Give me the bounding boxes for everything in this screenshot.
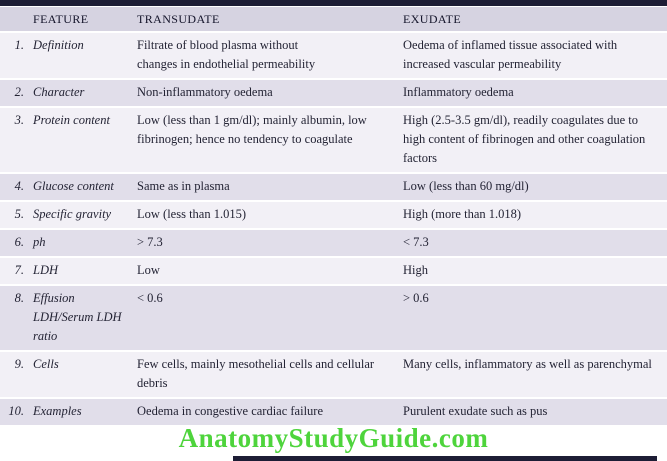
table-header-row: FEATURE TRANSUDATE EXUDATE <box>0 7 667 33</box>
exudate-cell: Purulent exudate such as pus <box>403 404 548 418</box>
feature-cell: Glucose content <box>33 179 114 193</box>
table-row: 10. Examples Oedema in congestive cardia… <box>0 399 667 427</box>
transudate-cell: Oedema in congestive cardiac failure <box>137 404 324 418</box>
row-number: 7. <box>14 263 24 277</box>
transudate-cell: Non-inflammatory oedema <box>137 85 273 99</box>
top-border-bar <box>0 0 667 6</box>
table-row: 1. Definition Filtrate of blood plasma w… <box>0 33 667 80</box>
row-number: 3. <box>14 113 24 127</box>
header-feature: FEATURE <box>33 12 89 26</box>
table-row: 2. Character Non-inflammatory oedema Inf… <box>0 80 667 108</box>
header-spacer <box>0 12 33 27</box>
feature-cell: Specific gravity <box>33 207 112 221</box>
transudate-cell: Filtrate of blood plasma without changes… <box>137 38 316 71</box>
transudate-cell: < 0.6 <box>137 291 163 305</box>
table-row: 8. Effusion LDH/Serum LDH ratio < 0.6 > … <box>0 286 667 352</box>
exudate-cell: < 7.3 <box>403 235 429 249</box>
row-number: 4. <box>14 179 24 193</box>
feature-cell: LDH <box>33 263 59 277</box>
exudate-cell: High (more than 1.018) <box>403 207 522 221</box>
exudate-cell: High (2.5-3.5 gm/dl), readily coagulates… <box>403 113 646 165</box>
row-number: 9. <box>14 357 24 371</box>
transudate-cell: > 7.3 <box>137 235 163 249</box>
row-number: 6. <box>14 235 24 249</box>
header-exudate: EXUDATE <box>403 12 462 26</box>
table-row: 7. LDH Low High <box>0 258 667 286</box>
comparison-table: FEATURE TRANSUDATE EXUDATE 1. Definition… <box>0 7 667 427</box>
exudate-cell: Low (less than 60 mg/dl) <box>403 179 529 193</box>
table-row: 9. Cells Few cells, mainly mesothelial c… <box>0 352 667 399</box>
exudate-cell: > 0.6 <box>403 291 429 305</box>
exudate-cell: Many cells, inflammatory as well as pare… <box>403 357 652 371</box>
header-transudate: TRANSUDATE <box>137 12 220 26</box>
transudate-cell: Low (less than 1.015) <box>137 207 247 221</box>
feature-cell: Effusion LDH/Serum LDH ratio <box>33 291 122 343</box>
table-row: 5. Specific gravity Low (less than 1.015… <box>0 202 667 230</box>
table-body: 1. Definition Filtrate of blood plasma w… <box>0 33 667 427</box>
transudate-cell: Low (less than 1 gm/dl); mainly albumin,… <box>137 113 367 146</box>
feature-cell: Cells <box>33 357 59 371</box>
bottom-border-bar <box>233 456 657 461</box>
exudate-cell: Oedema of inflamed tissue associated wit… <box>403 38 618 71</box>
feature-cell: Examples <box>33 404 82 418</box>
exudate-cell: High <box>403 263 428 277</box>
table-row: 6. ph > 7.3 < 7.3 <box>0 230 667 258</box>
row-number: 8. <box>14 291 24 305</box>
row-number: 10. <box>8 404 24 418</box>
exudate-cell: Inflammatory oedema <box>403 85 514 99</box>
table-row: 4. Glucose content Same as in plasma Low… <box>0 174 667 202</box>
row-number: 2. <box>14 85 24 99</box>
transudate-cell: Few cells, mainly mesothelial cells and … <box>137 357 375 390</box>
transudate-cell: Same as in plasma <box>137 179 230 193</box>
site-name: AnatomyStudyGuide.com <box>178 423 489 453</box>
feature-cell: ph <box>33 235 46 249</box>
feature-cell: Definition <box>33 38 84 52</box>
transudate-cell: Low <box>137 263 160 277</box>
table-row: 3. Protein content Low (less than 1 gm/d… <box>0 108 667 174</box>
feature-cell: Protein content <box>33 113 110 127</box>
watermark: AnatomyStudyGuide.com <box>0 423 667 454</box>
row-number: 5. <box>14 207 24 221</box>
feature-cell: Character <box>33 85 85 99</box>
row-number: 1. <box>14 38 24 52</box>
